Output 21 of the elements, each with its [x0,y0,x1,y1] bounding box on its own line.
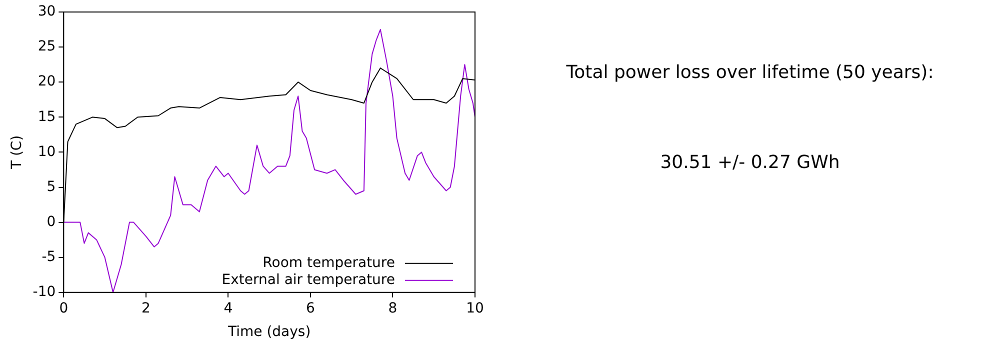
y-tick-label: 0 [46,214,56,230]
x-tick-label: 4 [224,300,233,316]
x-tick-label: 2 [141,300,150,316]
x-tick-label: 0 [59,300,68,316]
y-tick-label: -10 [32,284,56,300]
x-tick-label: 8 [388,300,398,316]
y-tick-label: 15 [38,108,56,125]
legend-label: Room temperature [262,255,395,272]
text: 30.51 +/- 0.27 GWh [659,152,841,173]
y-axis-title: T (C) [9,135,26,170]
legend-label: External air temperature [222,272,395,288]
y-tick-label: 10 [38,144,56,160]
y-tick-label: 30 [38,4,56,20]
x-axis-title: Time (days) [226,324,311,340]
x-tick-label: 10 [466,300,484,316]
y-tick-label: -5 [42,248,56,265]
text: Total power loss over lifetime (50 years): [565,62,935,83]
y-tick-label: 25 [38,38,56,55]
y-tick-label: 20 [38,74,56,90]
y-tick-label: 5 [46,178,56,195]
x-tick-label: 6 [306,300,316,316]
